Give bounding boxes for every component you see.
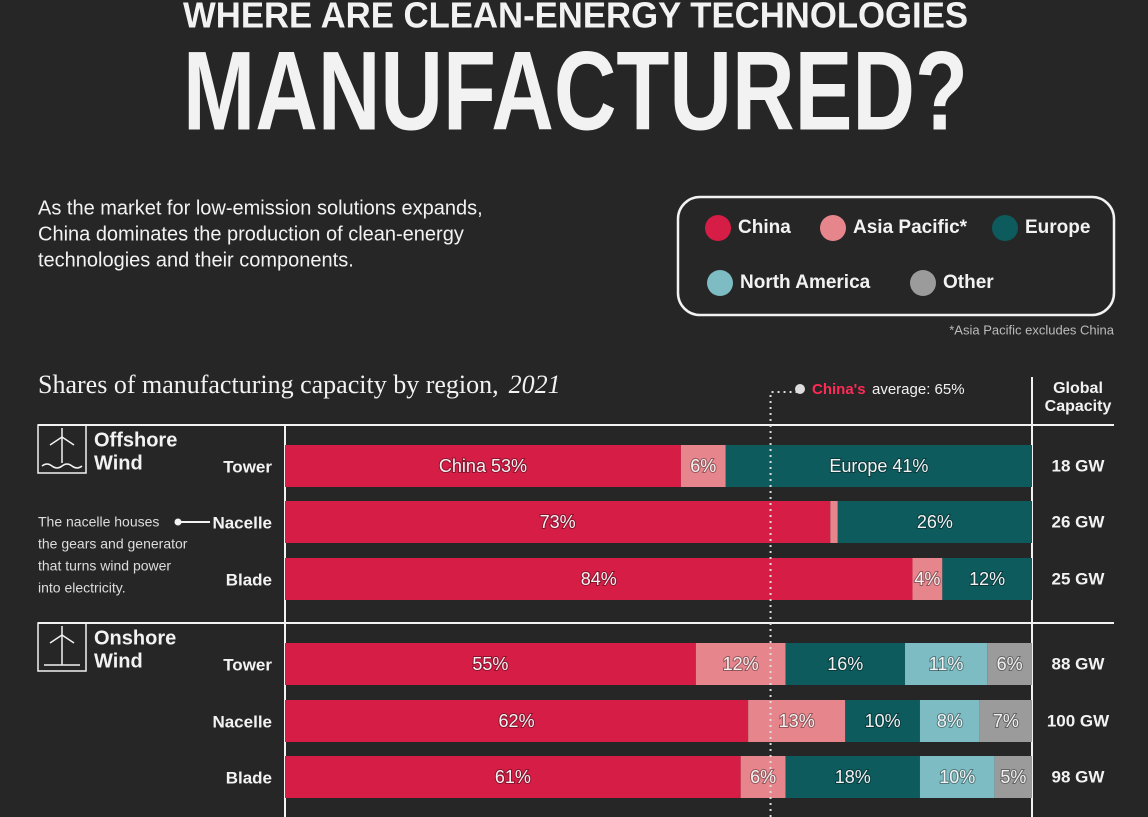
value-label: 7%	[993, 711, 1019, 731]
intro-line: technologies and their components.	[38, 249, 354, 271]
bar-segment	[919, 700, 980, 742]
capacity-label: 26 GW	[1052, 512, 1106, 531]
chart-title-text: Shares of manufacturing capacity by regi…	[38, 370, 499, 399]
value-label: China 53%	[439, 456, 527, 476]
bar-segment	[785, 756, 920, 798]
legend-swatch	[820, 215, 846, 241]
value-label: 26%	[917, 512, 953, 532]
legend-label: Other	[943, 272, 994, 293]
row-label: Blade	[226, 570, 272, 589]
annotation-text: that turns wind power	[38, 558, 171, 574]
bar-segment	[912, 558, 943, 600]
value-label: 6%	[690, 456, 716, 476]
turbine-icon	[37, 424, 87, 672]
bar-segment	[680, 445, 726, 487]
bar-segment	[994, 756, 1032, 798]
legend-swatch	[707, 270, 733, 296]
legend-swatch	[705, 215, 731, 241]
row-label: Tower	[223, 457, 272, 476]
bar-segment	[748, 700, 846, 742]
bar-segment	[942, 558, 1032, 600]
value-label: 8%	[937, 711, 963, 731]
intro-line: As the market for low-emission solutions…	[38, 197, 483, 219]
value-label: 16%	[827, 654, 863, 674]
bar-segment	[785, 643, 906, 685]
average-name: China's	[812, 381, 866, 398]
title: MANUFACTURED?	[183, 29, 968, 154]
value-label: 12%	[969, 569, 1005, 589]
bar-segment	[979, 700, 1032, 742]
bar-segment	[830, 501, 838, 543]
average-dot	[795, 384, 805, 394]
chart-title: Shares of manufacturing capacity by regi…	[38, 370, 561, 399]
chart-year: 2021	[509, 370, 561, 399]
legend-swatch	[910, 270, 936, 296]
bar-segment	[837, 501, 1032, 543]
value-label: 61%	[495, 767, 531, 787]
bar-segment	[919, 756, 995, 798]
bar-segment	[905, 643, 988, 685]
bar-segment	[285, 643, 696, 685]
value-label: 62%	[499, 711, 535, 731]
legend-label: Asia Pacific*	[853, 217, 968, 238]
average-label: average: 65%	[872, 381, 965, 398]
bar-segment	[285, 756, 741, 798]
legend-label: North America	[740, 272, 871, 293]
capacity-label: 25 GW	[1052, 569, 1106, 588]
value-label: 73%	[540, 512, 576, 532]
group-label: Onshore	[94, 627, 176, 649]
value-label: 6%	[750, 767, 776, 787]
annotation-dot	[174, 518, 182, 526]
kicker: WHERE ARE CLEAN-ENERGY TECHNOLOGIES	[183, 0, 968, 36]
intro-line: China dominates the production of clean-…	[38, 223, 464, 245]
legend-box	[676, 195, 1116, 317]
bar-segment	[285, 501, 831, 543]
capacity-label: 100 GW	[1047, 711, 1110, 730]
row-label: Nacelle	[212, 513, 272, 532]
legend-label: China	[738, 217, 791, 238]
value-label: 5%	[1000, 767, 1026, 787]
bar-segment	[845, 700, 920, 742]
bar-segment	[285, 700, 749, 742]
row-label: Tower	[223, 655, 272, 674]
row-label: Blade	[226, 768, 272, 787]
value-label: 4%	[914, 569, 940, 589]
legend-label: Europe	[1025, 217, 1090, 238]
bar-segment	[987, 643, 1032, 685]
value-label: 18%	[835, 767, 871, 787]
footnote: *Asia Pacific excludes China	[949, 322, 1115, 337]
capacity-title: Capacity	[1045, 398, 1112, 415]
group-label: Wind	[94, 650, 143, 672]
value-label: 13%	[779, 711, 815, 731]
row-label: Nacelle	[212, 712, 272, 731]
annotation-text: into electricity.	[38, 580, 126, 596]
capacity-label: 98 GW	[1052, 767, 1106, 786]
capacity-label: 88 GW	[1052, 654, 1106, 673]
value-label: 10%	[865, 711, 901, 731]
value-label: 55%	[472, 654, 508, 674]
annotation-text: The nacelle houses	[38, 514, 159, 530]
bar-segment	[725, 445, 1032, 487]
annotation-text: the gears and generator	[38, 536, 188, 552]
value-label: 10%	[939, 767, 975, 787]
bar-segment	[285, 445, 681, 487]
value-label: 12%	[723, 654, 759, 674]
value-label: 84%	[581, 569, 617, 589]
group-label: Wind	[94, 452, 143, 474]
group-label: Offshore	[94, 429, 177, 451]
value-label: 11%	[929, 654, 964, 674]
legend-swatch	[992, 215, 1018, 241]
bar-segment	[740, 756, 786, 798]
value-label: Europe 41%	[829, 456, 928, 476]
bar-segment	[285, 558, 913, 600]
capacity-label: 18 GW	[1052, 456, 1106, 475]
value-label: 6%	[997, 654, 1023, 674]
capacity-title: Global	[1053, 380, 1103, 397]
